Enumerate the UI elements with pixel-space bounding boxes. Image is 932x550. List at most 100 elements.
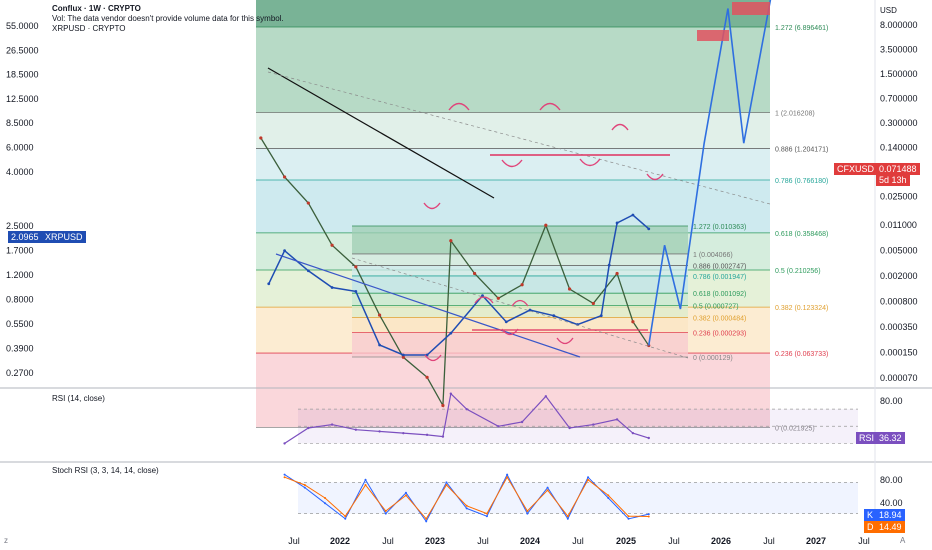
right-axis-tick: 3.500000 (880, 45, 918, 55)
rsi-point (378, 430, 381, 433)
cfx-fib-label: 0.236 (0.063733) (775, 351, 828, 358)
right-axis-tick: 0.025000 (880, 192, 918, 202)
stoch-title[interactable]: Stoch RSI (3, 3, 14, 14, close) (52, 466, 159, 475)
stoch-k-point (404, 491, 407, 494)
xrp-cycle-arc (556, 337, 574, 345)
cfx-price-point (472, 271, 477, 276)
xrp-price-point (504, 320, 508, 324)
xrp-trendline (275, 253, 581, 358)
cfx-price-point (631, 320, 635, 324)
stoch-d-name-badge: D (864, 521, 877, 533)
rsi-point (544, 395, 548, 398)
rsi-point (441, 435, 445, 438)
stoch-k-point (445, 481, 448, 484)
cfx-fib-zone (256, 353, 770, 428)
left-axis-tick: 12.5000 (6, 94, 39, 104)
rsi-value-badge: 36.32 (876, 432, 905, 444)
xrp-price-point (354, 290, 358, 293)
cfx-fib-zone (256, 27, 770, 113)
xrp-price-point (425, 353, 429, 357)
xrp-cycle-arc (511, 299, 529, 307)
cfx-fib-top-zone (256, 0, 770, 28)
stoch-d-point (384, 510, 387, 512)
cfx-price-point (615, 271, 619, 276)
rsi-point (497, 425, 500, 428)
rsi-point (568, 426, 571, 430)
z-label[interactable]: z (4, 536, 8, 545)
cfx-price-point (306, 201, 310, 205)
cfx-fib-label: 0.5 (0.210256) (775, 268, 821, 275)
stoch-d-point (526, 510, 529, 512)
xrp-ticker-badge: XRPUSD (42, 231, 86, 243)
stoch-d-point (647, 515, 650, 518)
cfx-price-point (544, 223, 548, 227)
left-axis-tick: 0.5500 (6, 319, 34, 329)
stoch-d-point (303, 484, 306, 486)
x-axis-tick: Jul (477, 536, 489, 546)
stoch-d-point (425, 517, 428, 520)
stoch-d-point (364, 484, 367, 486)
cfx-price-point (330, 243, 334, 247)
left-axis-tick: 18.5000 (6, 70, 39, 80)
stoch-k-value-badge: 18.94 (876, 509, 905, 521)
stoch-k-point (384, 512, 387, 515)
stoch-d-point (546, 489, 549, 492)
cfx-price-point (377, 313, 382, 317)
cfx-ticker-badge: CFXUSD (834, 163, 878, 175)
x-axis-tick: 2027 (806, 536, 826, 546)
x-axis-tick: 2023 (425, 536, 445, 546)
left-axis-tick: 6.0000 (6, 143, 34, 153)
stoch-d-point (465, 504, 468, 507)
cfx-fib-zone (256, 179, 770, 233)
stoch-d-point (324, 497, 327, 499)
cycle-arc (423, 202, 441, 210)
rsi-point (592, 423, 595, 426)
cfx-price-point (425, 375, 429, 379)
x-axis-tick: Jul (763, 536, 775, 546)
right-axis-tick: 0.700000 (880, 94, 918, 104)
right-axis-tick: 0.000800 (880, 297, 918, 307)
x-axis-tick: 2022 (330, 536, 350, 546)
xrp-price-point (552, 314, 556, 318)
chart-legend: Conflux · 1W · CRYPTO Vol: The data vend… (52, 4, 284, 34)
stoch-k-point (303, 486, 306, 489)
cfx-fib-label: 0.886 (1.204171) (775, 147, 828, 154)
stoch-axis-tick: 80.00 (880, 475, 903, 485)
right-axis-tick: 0.300000 (880, 118, 918, 128)
left-axis-tick: 8.5000 (6, 118, 34, 128)
xrp-cycle-arc (501, 328, 519, 336)
rsi-line (284, 392, 649, 444)
xrp-cycle-arc (474, 296, 494, 304)
rsi-point (520, 420, 524, 424)
xrp-fib-label: 1 (0.004066) (693, 252, 733, 259)
overlay-symbol[interactable]: XRPUSD · CRYPTO (52, 24, 126, 33)
x-axis-tick: Jul (668, 536, 680, 546)
stoch-k-point (647, 513, 650, 516)
stoch-k-point (425, 520, 428, 523)
right-axis-tick: 1.500000 (880, 69, 918, 79)
stoch-d-point (485, 512, 488, 515)
symbol-title[interactable]: Conflux · 1W · CRYPTO (52, 4, 141, 13)
cfx-projection-path (647, 0, 772, 346)
x-axis-tick: Jul (382, 536, 394, 546)
xrp-fib-zone (352, 275, 688, 294)
stoch-d-point (587, 478, 590, 481)
auto-scale-label[interactable]: A (900, 536, 906, 545)
cfx-fib-label: 0.382 (0.123324) (775, 305, 828, 312)
volume-note: Vol: The data vendor doesn't provide vol… (52, 14, 284, 23)
cfx-fib-label: 0.618 (0.358468) (775, 231, 828, 238)
cfx-dashed-trend (267, 71, 771, 205)
stoch-d-point (445, 484, 448, 486)
stoch-d-point (283, 476, 286, 479)
xrp-price-point (267, 282, 271, 286)
cfx-price-point (449, 239, 453, 243)
stoch-k-point (627, 517, 630, 520)
stoch-k-point (465, 507, 468, 510)
rsi-title[interactable]: RSI (14, close) (52, 394, 105, 403)
x-axis-tick: 2026 (711, 536, 731, 546)
xrp-fib-zone (352, 253, 688, 266)
rsi-point (647, 436, 650, 440)
xrp-price-point (306, 269, 310, 273)
stoch-k-point (607, 497, 610, 499)
